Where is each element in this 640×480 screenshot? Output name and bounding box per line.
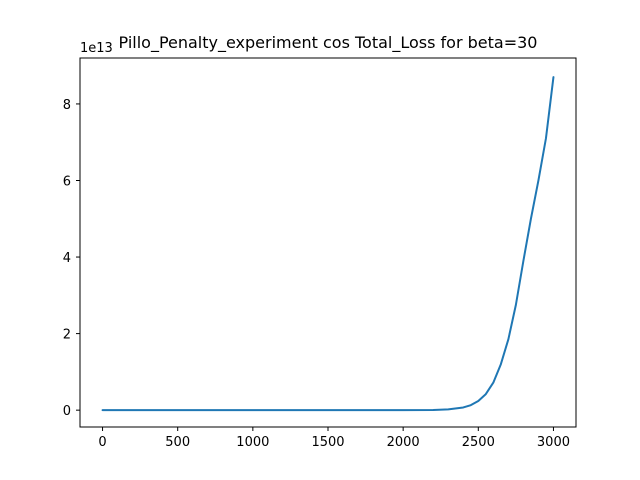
- x-tick-label: 3000: [537, 435, 570, 450]
- y-tick-label: 6: [63, 174, 71, 189]
- chart-title: Pillo_Penalty_experiment cos Total_Loss …: [119, 33, 538, 53]
- x-tick-label: 500: [165, 435, 190, 450]
- x-tick-label: 2500: [462, 435, 495, 450]
- axes: 0 500 1000 1500 2000 2500 3000 0 2 4 6 8: [63, 57, 577, 450]
- y-tick-label: 8: [63, 98, 71, 113]
- x-tick-label: 1000: [236, 435, 269, 450]
- y-tick-label: 2: [63, 328, 71, 343]
- plot-area: [101, 76, 555, 412]
- x-tick-label: 2000: [387, 435, 420, 450]
- series-line-0: [101, 76, 555, 412]
- axes-frame: [79, 57, 577, 428]
- y-tick-label: 0: [63, 404, 71, 419]
- x-tick-label: 1500: [311, 435, 344, 450]
- x-tick-label: 0: [98, 435, 106, 450]
- y-offset-label: 1e13: [80, 41, 113, 56]
- y-tick-label: 4: [63, 251, 71, 266]
